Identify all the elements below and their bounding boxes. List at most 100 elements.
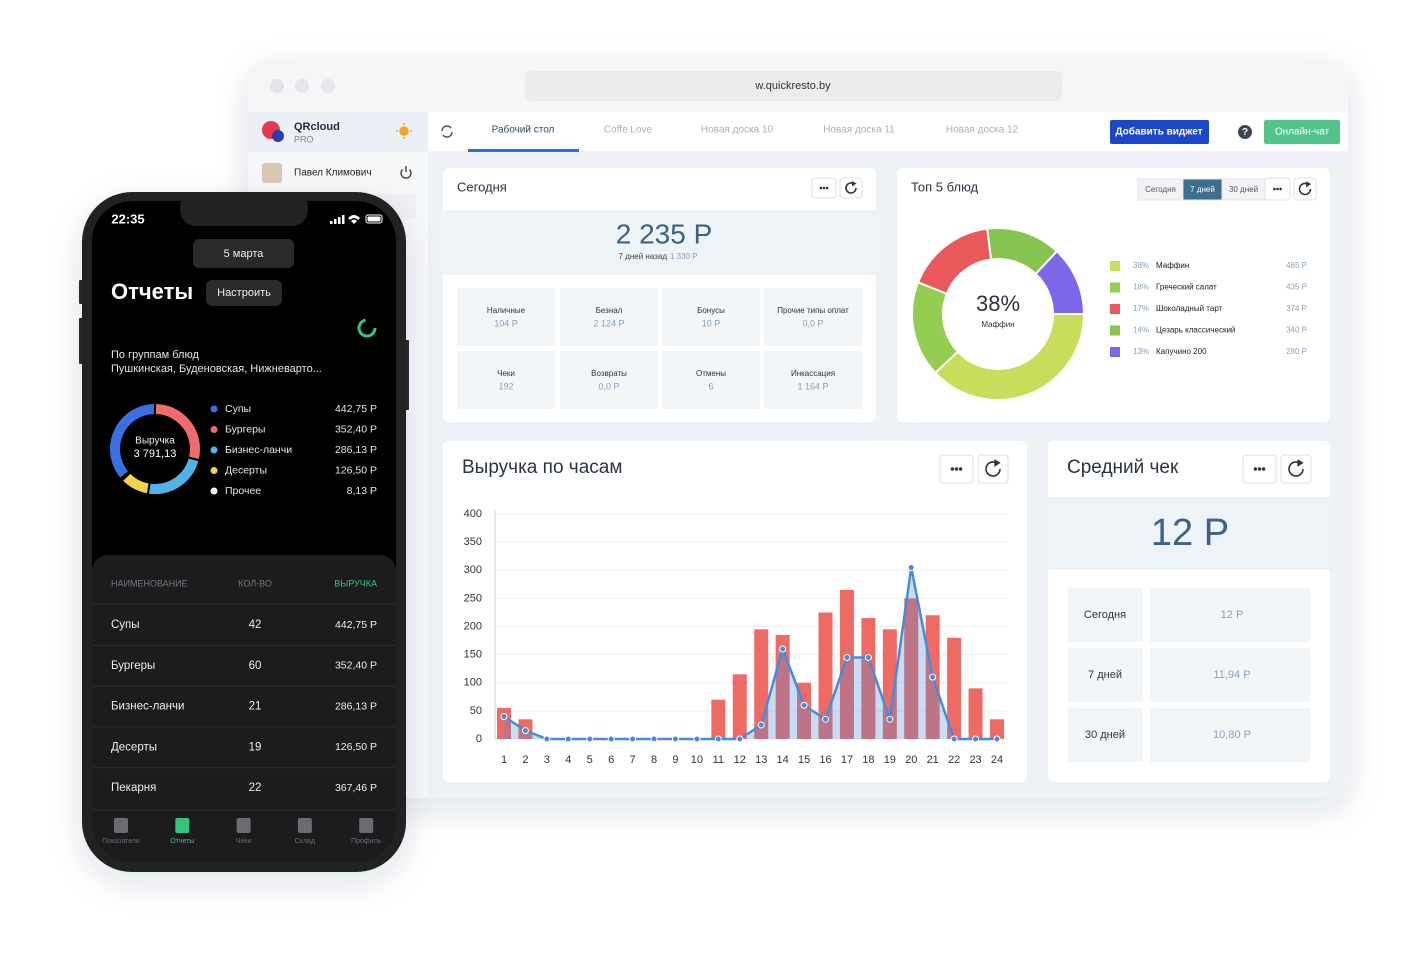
line <box>503 566 997 741</box>
refresh-arrow <box>852 181 857 187</box>
x-tick-label: 22 <box>948 754 960 766</box>
table-cell: 352,40 Р <box>335 660 377 672</box>
avatar <box>262 163 282 183</box>
legend-amount: 374 Р <box>1286 304 1307 313</box>
stat-label: Возвраты <box>591 369 627 378</box>
tab[interactable]: Новая доска 12 <box>946 125 1019 136</box>
phone-screen: 22:35 5 марта Отчеты Настроить По группа… <box>92 201 396 862</box>
x-tick-label: 13 <box>755 754 767 766</box>
stat-value: 104 Р <box>494 318 518 328</box>
table-cell: 286,13 Р <box>335 700 377 712</box>
legend-swatch <box>210 467 218 474</box>
nav-label[interactable]: Показатели <box>102 838 140 845</box>
window-dot <box>295 79 309 93</box>
chart-title: По группам блюд <box>111 349 199 361</box>
avg-row-value: 12 Р <box>1221 609 1244 621</box>
menu-dot <box>950 467 955 471</box>
x-tick-label: 20 <box>905 754 917 766</box>
settings-label: Настроить <box>217 287 271 299</box>
line-point <box>736 735 744 743</box>
legend-name: Шоколадный тарт <box>1156 304 1223 313</box>
sync-icon[interactable] <box>441 125 453 138</box>
stat-label: Безнал <box>596 306 623 315</box>
refresh-indicator[interactable] <box>357 318 377 338</box>
x-tick-label: 23 <box>969 754 981 766</box>
line-point <box>864 653 872 661</box>
table-cell: Бургеры <box>111 660 155 672</box>
bar <box>711 699 726 739</box>
refresh-button[interactable] <box>839 177 863 199</box>
settings-button[interactable] <box>206 280 282 306</box>
logout-icon[interactable] <box>400 166 412 179</box>
table-cell: Пекарня <box>111 782 156 794</box>
chat-button[interactable] <box>1264 120 1340 144</box>
stat-label: Прочие типы оплат <box>777 306 849 315</box>
legend-value: 442,75 Р <box>335 403 377 415</box>
line-point <box>843 653 851 661</box>
nav-label[interactable]: Профиль <box>351 838 382 845</box>
widget-title: Сегодня <box>457 179 507 194</box>
theme-icon[interactable] <box>396 123 412 139</box>
window-dot <box>321 79 335 93</box>
url-bar[interactable] <box>525 71 1062 101</box>
avg-value: 12 Р <box>1151 512 1229 554</box>
nav-icon[interactable] <box>175 818 190 833</box>
line-point <box>543 735 551 743</box>
legend-amount: 280 Р <box>1286 347 1307 356</box>
phone-table: НАИМЕНОВАНИЕ КОЛ-ВО ВЫРУЧКА Супы 42 442,75 Р Б… <box>92 578 396 794</box>
nav-icon[interactable] <box>236 818 251 833</box>
refresh-button[interactable] <box>1280 454 1312 484</box>
y-tick-label: 300 <box>464 564 482 576</box>
avg-row-value: 11,94 Р <box>1213 669 1250 681</box>
nav-label[interactable]: Склад <box>295 838 315 845</box>
table-cell: 126,50 Р <box>335 741 377 753</box>
refresh-button[interactable] <box>1293 177 1317 201</box>
table-cell: 60 <box>249 660 262 672</box>
menu-dot <box>822 186 826 190</box>
x-tick-label: 7 <box>630 754 636 766</box>
url: w.quickresto.by <box>754 80 831 92</box>
x-tick-label: 6 <box>608 754 614 766</box>
menu-dot <box>825 186 829 190</box>
x-tick-label: 17 <box>841 754 853 766</box>
x-tick-label: 4 <box>565 754 571 766</box>
nav-label[interactable]: Чеки <box>236 838 252 845</box>
bar <box>861 618 876 739</box>
nav-icon[interactable] <box>359 818 374 833</box>
legend-value: 126,50 Р <box>335 464 377 476</box>
stat-value: 2 124 Р <box>593 318 624 328</box>
line-point <box>907 563 915 571</box>
refresh-icon <box>1298 182 1312 196</box>
table-cell: 442,75 Р <box>335 619 377 631</box>
legend-swatch <box>210 487 218 495</box>
table-cell: Десерты <box>111 741 157 753</box>
line-point <box>779 645 787 653</box>
line-point <box>607 735 615 743</box>
help-button[interactable] <box>1238 125 1252 139</box>
x-tick-label: 24 <box>991 754 1003 766</box>
add-widget-button[interactable] <box>1110 120 1209 144</box>
bar <box>839 589 854 739</box>
tab[interactable]: Новая доска 10 <box>701 125 774 136</box>
nav-icon[interactable] <box>114 818 128 833</box>
stat-cell <box>764 351 862 409</box>
legend-percent: 38% <box>1133 261 1149 270</box>
nav-icon[interactable] <box>297 818 312 833</box>
y-tick-label: 350 <box>464 536 482 548</box>
nav-label[interactable]: Отчеты <box>170 838 194 845</box>
date-pill[interactable] <box>193 239 294 268</box>
y-tick-label: 400 <box>464 508 482 520</box>
top5-chart: 38% Маффин 38% Маффин 465 Р 18% Греческий сала… <box>911 227 1307 401</box>
table-cell: 22 <box>249 782 262 794</box>
tab[interactable]: Новая доска 11 <box>823 125 895 136</box>
legend-percent: 18% <box>1133 283 1149 292</box>
legend-swatch <box>1110 347 1120 357</box>
stat-value: 6 <box>708 381 713 391</box>
tab[interactable]: Coffe Love <box>604 125 653 136</box>
tab[interactable]: Рабочий стол <box>492 124 555 136</box>
menu-dot <box>954 467 959 471</box>
help-label: ? <box>1242 127 1248 138</box>
period-switch: Сегодня 7 дней 30 дней <box>1137 178 1266 201</box>
refresh-button[interactable] <box>977 454 1009 484</box>
table-header: НАИМЕНОВАНИЕ <box>111 578 188 588</box>
